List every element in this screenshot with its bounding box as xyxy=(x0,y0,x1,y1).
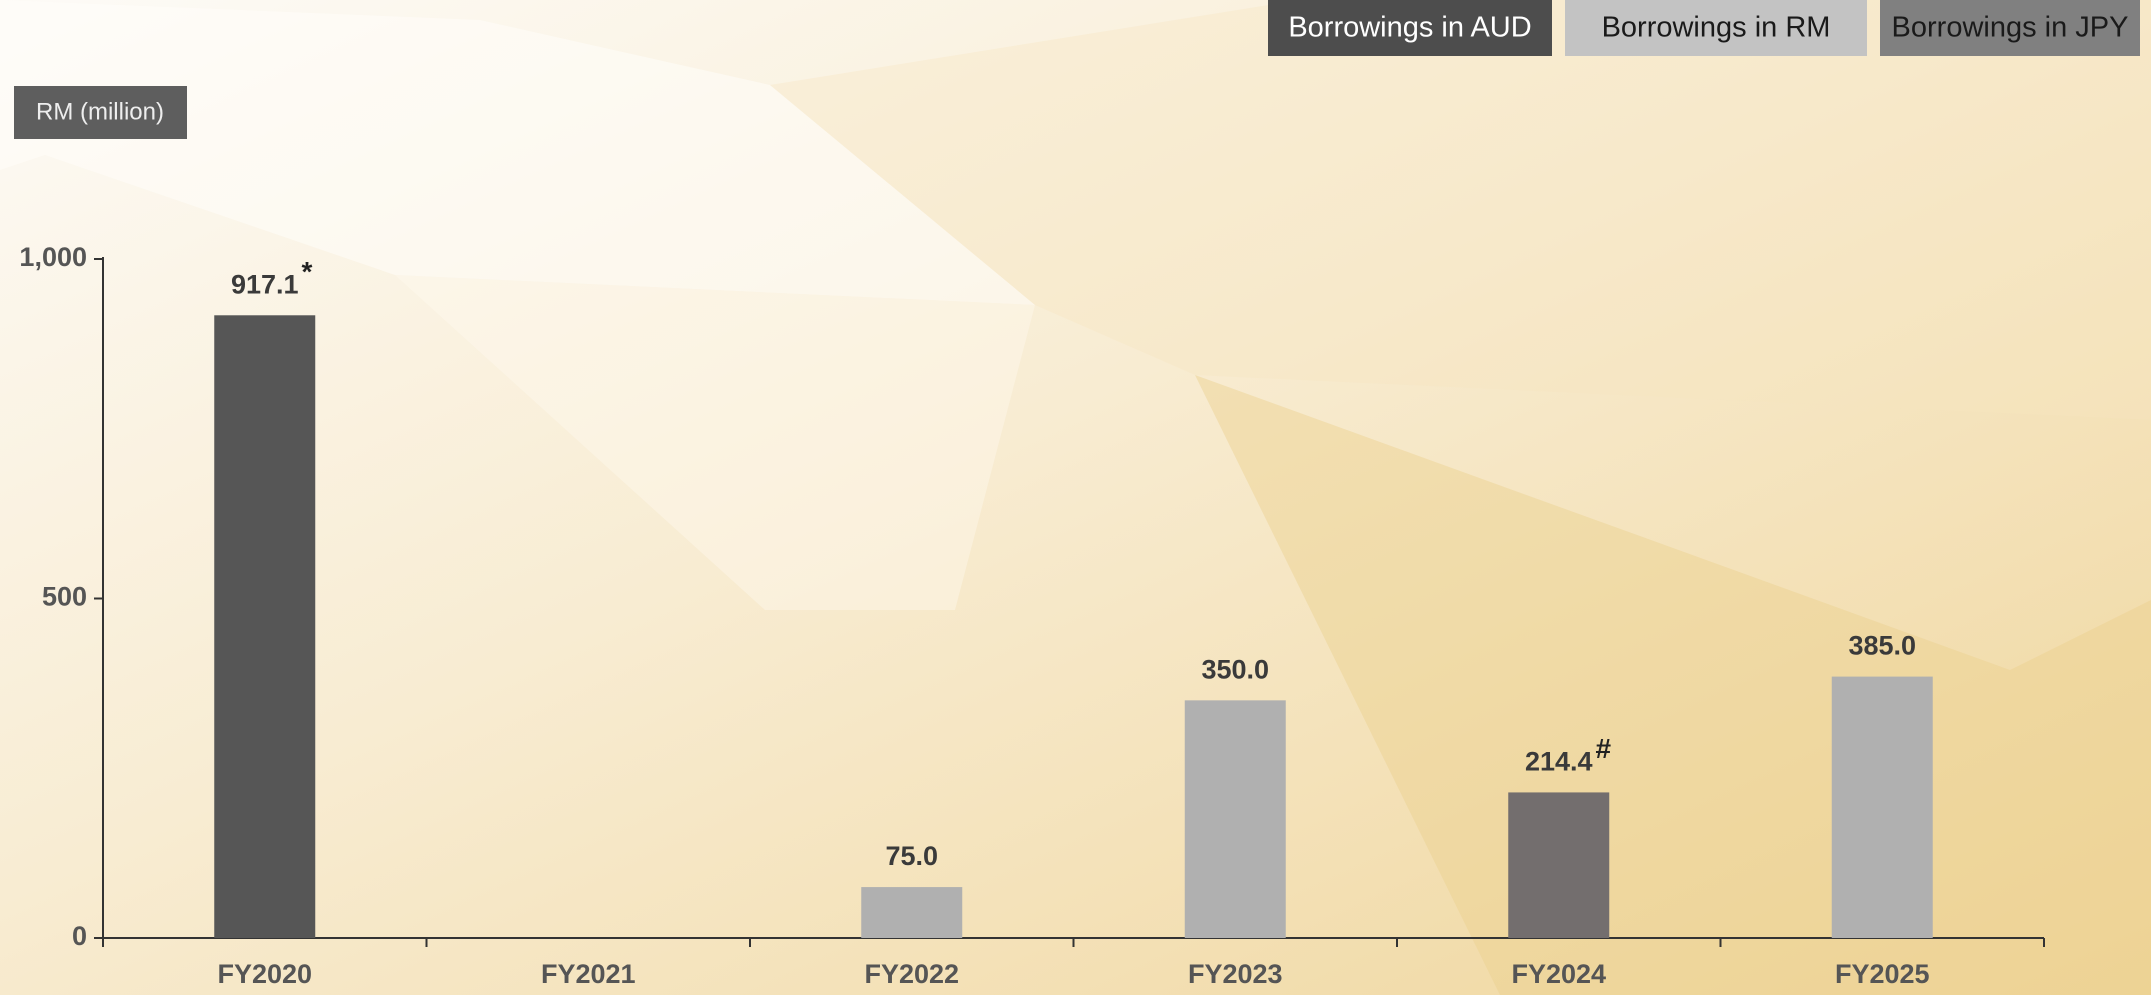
bar xyxy=(214,315,316,939)
data-label: 350.0 xyxy=(1201,654,1269,684)
legend-swatch xyxy=(1268,0,1552,56)
bg-facet xyxy=(770,0,2151,420)
data-label: 917.1 xyxy=(231,269,299,299)
data-label: 214.4 xyxy=(1525,747,1593,777)
x-tick-label: FY2025 xyxy=(1835,959,1930,989)
x-tick-label: FY2021 xyxy=(541,959,636,989)
x-tick-label: FY2024 xyxy=(1511,959,1606,989)
data-label: 75.0 xyxy=(885,841,938,871)
bar xyxy=(861,887,963,938)
legend-swatch xyxy=(1565,0,1867,56)
annotation: * xyxy=(302,256,313,287)
legend-label: Borrowings in AUD xyxy=(1288,12,1531,44)
y-tick-label: 0 xyxy=(72,921,87,951)
data-label: 385.0 xyxy=(1848,631,1916,661)
x-tick-label: FY2023 xyxy=(1188,959,1283,989)
y-axis-label: RM (million) xyxy=(36,98,164,125)
y-tick-label: 500 xyxy=(42,582,87,612)
annotation: # xyxy=(1596,733,1612,764)
y-tick-label: 1,000 xyxy=(19,242,87,272)
bar xyxy=(1508,792,1610,938)
legend-label: Borrowings in JPY xyxy=(1892,12,2129,44)
bg-facet xyxy=(0,0,1035,305)
y-label-box xyxy=(14,86,187,139)
x-tick-label: FY2020 xyxy=(217,959,312,989)
x-tick-label: FY2022 xyxy=(864,959,959,989)
bar xyxy=(1184,700,1286,938)
legend-label: Borrowings in RM xyxy=(1602,12,1831,44)
bg-facet xyxy=(395,275,1035,610)
legend-swatch xyxy=(1880,0,2140,56)
bar xyxy=(1831,676,1933,938)
